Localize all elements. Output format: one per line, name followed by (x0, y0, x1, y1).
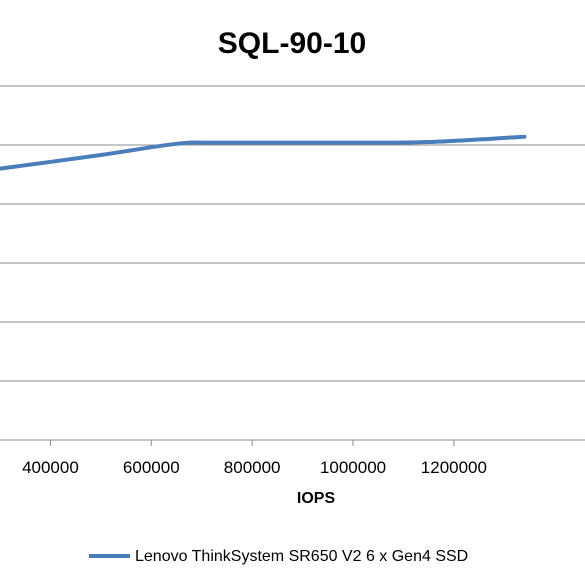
x-axis-label: IOPS (297, 490, 336, 507)
x-tick-label: 400000 (22, 458, 79, 477)
series-group (0, 134, 527, 171)
x-tick-label: 800000 (224, 458, 281, 477)
series-line-1 (0, 134, 527, 171)
x-tick-label: 1000000 (320, 458, 386, 477)
x-axis-ticks: 400000 600000 800000 1000000 1200000 (22, 440, 487, 477)
legend-label: Lenovo ThinkSystem SR650 V2 6 x Gen4 SSD (135, 548, 468, 565)
legend: Lenovo ThinkSystem SR650 V2 6 x Gen4 SSD (89, 548, 468, 565)
gridlines (0, 85, 585, 382)
x-tick-label: 600000 (123, 458, 180, 477)
chart-title: SQL-90-10 (218, 27, 366, 60)
x-tick-label: 1200000 (421, 458, 487, 477)
